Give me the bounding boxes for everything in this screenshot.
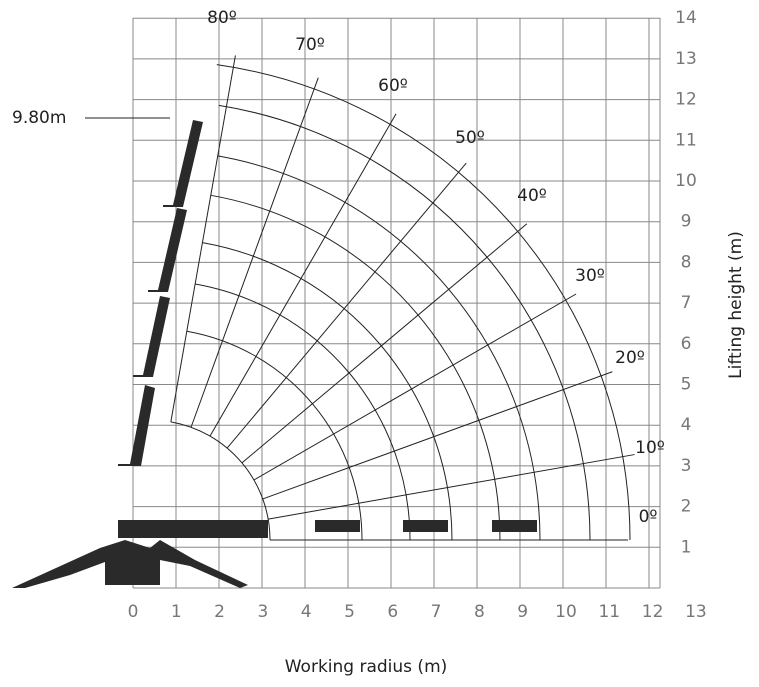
angle-line [170,55,236,422]
x-tick-label: 13 [685,602,707,622]
boom-extended [492,520,537,532]
crane [12,117,537,588]
x-tick-label: 4 [301,602,312,622]
angle-label: 0º [639,507,658,527]
x-tick-label: 12 [642,602,664,622]
x-tick-label: 11 [598,602,620,622]
y-tick-label: 2 [681,497,692,517]
range-arc [218,104,591,541]
y-tick-label: 6 [681,334,692,354]
y-tick-label: 14 [675,8,697,28]
grid [132,17,661,589]
y-tick-label: 7 [681,293,692,313]
angle-line [226,162,467,449]
boom-extended [315,520,360,532]
x-tick-label: 1 [171,602,182,622]
height-annotation: 9.80m [12,108,66,128]
angle-label: 70º [295,35,325,55]
angle-line [253,293,577,481]
boom-extended [403,520,448,532]
x-axis-label: Working radius (m) [285,657,448,677]
angle-label: 10º [635,438,665,458]
angle-label: 20º [615,348,645,368]
angle-label: 60º [378,76,408,96]
range-arcs [170,55,635,541]
range-arc [170,421,271,541]
boom-up [148,208,187,292]
angle-line [241,223,528,464]
y-tick-label: 11 [675,130,697,150]
angle-line [209,113,397,437]
boom-up [163,120,203,207]
angle-line [190,77,319,428]
boom-retracted [118,520,268,538]
boom-up [118,385,155,466]
y-tick-label: 4 [681,415,692,435]
x-tick-label: 2 [214,602,225,622]
angle-label: 40º [517,186,547,206]
x-tick-label: 0 [128,602,139,622]
angle-label: 30º [575,266,605,286]
y-tick-label: 9 [681,212,692,232]
x-tick-label: 3 [257,602,268,622]
angle-label: 80º [207,8,237,28]
crane-base [12,540,248,588]
y-tick-label: 1 [681,537,692,557]
range-arc [216,64,631,541]
x-tick-label: 9 [517,602,528,622]
y-tick-label: 5 [681,375,692,395]
angle-label: 50º [455,128,485,148]
y-axis-label: Lifting height (m) [726,231,746,379]
x-tick-label: 7 [431,602,442,622]
x-tick-label: 10 [555,602,577,622]
y-tick-label: 3 [681,456,692,476]
x-tick-label: 6 [387,602,398,622]
angle-line [268,454,635,520]
y-tick-label: 8 [681,252,692,272]
x-tick-label: 8 [474,602,485,622]
x-tick-label: 5 [344,602,355,622]
boom-up [133,296,170,377]
angle-line [262,371,613,500]
y-tick-label: 12 [675,90,697,110]
y-tick-label: 13 [675,49,697,69]
y-tick-label: 10 [675,171,697,191]
